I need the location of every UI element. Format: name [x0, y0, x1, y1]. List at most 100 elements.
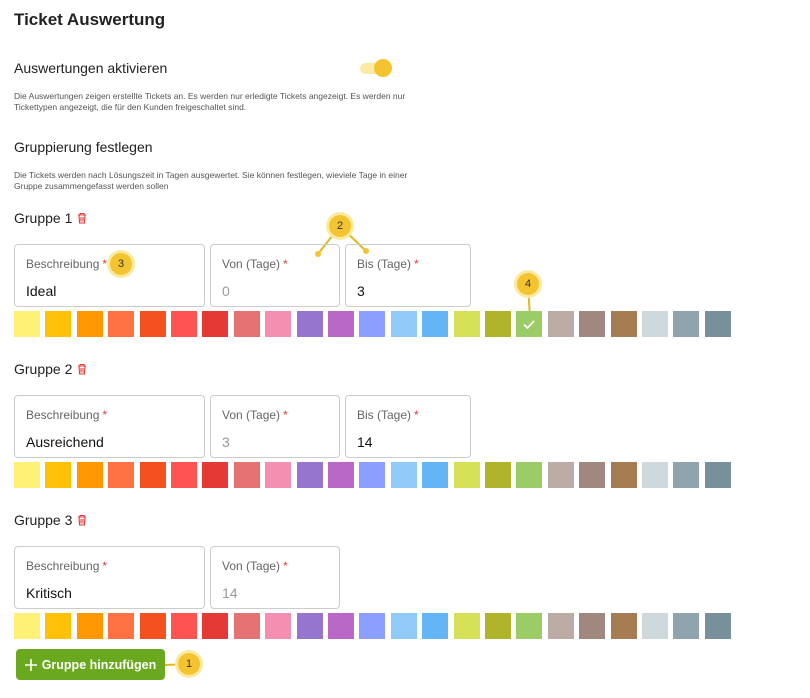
color-swatch[interactable] [610, 311, 637, 337]
color-swatch[interactable] [171, 462, 197, 488]
color-swatch[interactable] [139, 462, 166, 488]
color-swatch[interactable] [359, 311, 386, 337]
color-swatch[interactable] [233, 613, 260, 639]
color-swatch[interactable] [485, 613, 511, 639]
delete-icon[interactable] [77, 363, 87, 375]
field-value: 3 [222, 434, 230, 450]
color-swatch[interactable] [45, 462, 72, 488]
color-swatch[interactable] [704, 462, 731, 488]
color-swatch[interactable] [673, 311, 700, 337]
field-value: Kritisch [26, 585, 72, 601]
field-label: Von (Tage) * [222, 559, 288, 573]
color-swatch[interactable] [610, 613, 637, 639]
color-swatch[interactable] [610, 462, 637, 488]
toggle[interactable] [358, 59, 392, 77]
delete-icon[interactable] [77, 212, 87, 224]
color-swatch[interactable] [265, 311, 292, 337]
color-swatch[interactable] [516, 311, 543, 337]
color-swatch[interactable] [328, 613, 354, 639]
color-swatch[interactable] [422, 311, 449, 337]
input-field[interactable]: Beschreibung * Ideal [14, 244, 205, 307]
color-swatch[interactable] [45, 613, 72, 639]
color-swatch[interactable] [453, 613, 480, 639]
color-swatch[interactable] [547, 311, 574, 337]
input-field[interactable]: Beschreibung * Ausreichend [14, 395, 205, 458]
color-swatch[interactable] [642, 462, 668, 488]
color-swatch[interactable] [233, 462, 260, 488]
color-swatch[interactable] [296, 311, 323, 337]
required-marker: * [102, 257, 108, 271]
field-value: 0 [222, 283, 230, 299]
color-swatch[interactable] [453, 462, 480, 488]
color-swatch[interactable] [453, 311, 480, 337]
button-label: Gruppe hinzufügen [41, 657, 157, 672]
color-swatch[interactable] [265, 613, 292, 639]
color-swatch[interactable] [76, 613, 103, 639]
input-field[interactable]: Von (Tage) * 14 [210, 546, 340, 609]
group-header: Gruppe 1 [14, 210, 87, 226]
color-swatch[interactable] [171, 311, 197, 337]
color-swatch[interactable] [485, 311, 511, 337]
color-swatch[interactable] [76, 311, 103, 337]
color-swatch[interactable] [642, 311, 668, 337]
required-marker: * [283, 408, 288, 422]
required-marker: * [283, 559, 288, 573]
color-swatch[interactable] [108, 311, 135, 337]
color-swatch[interactable] [359, 462, 386, 488]
input-field[interactable]: Von (Tage) * 0 [210, 244, 340, 307]
color-swatch[interactable] [108, 613, 135, 639]
color-swatch[interactable] [359, 613, 386, 639]
color-swatch[interactable] [76, 462, 103, 488]
color-swatch[interactable] [673, 613, 700, 639]
color-swatch[interactable] [328, 311, 354, 337]
color-swatch[interactable] [202, 311, 229, 337]
field-value: 14 [222, 585, 238, 601]
color-swatch[interactable] [516, 462, 543, 488]
color-swatch[interactable] [14, 613, 40, 639]
field-label: Von (Tage) * [222, 257, 288, 271]
color-swatch[interactable] [139, 311, 166, 337]
label-text: Beschreibung [26, 559, 100, 573]
color-swatch[interactable] [202, 462, 229, 488]
color-swatch[interactable] [14, 311, 40, 337]
input-field[interactable]: Von (Tage) * 3 [210, 395, 340, 458]
input-field[interactable]: Beschreibung * Kritisch [14, 546, 205, 609]
callout: 1 [178, 653, 200, 675]
color-swatch[interactable] [579, 613, 606, 639]
color-swatch[interactable] [579, 462, 606, 488]
color-swatch[interactable] [422, 462, 449, 488]
field-label: Bis (Tage) * [357, 408, 419, 422]
color-swatch[interactable] [579, 311, 606, 337]
color-swatch[interactable] [171, 613, 197, 639]
color-swatch[interactable] [516, 613, 543, 639]
color-swatch[interactable] [673, 462, 700, 488]
color-swatch[interactable] [422, 613, 449, 639]
label-text: Von (Tage) [222, 257, 281, 271]
color-swatch[interactable] [704, 613, 731, 639]
color-swatch[interactable] [485, 462, 511, 488]
add-group-button[interactable]: Gruppe hinzufügen [16, 649, 165, 680]
color-swatch[interactable] [390, 462, 417, 488]
color-swatch[interactable] [14, 462, 40, 488]
color-swatch[interactable] [390, 311, 417, 337]
label-text: Von (Tage) [222, 408, 281, 422]
label-text: Von (Tage) [222, 559, 281, 573]
color-swatch[interactable] [265, 462, 292, 488]
color-swatch[interactable] [328, 462, 354, 488]
color-swatch[interactable] [547, 462, 574, 488]
color-swatch[interactable] [296, 613, 323, 639]
color-swatch[interactable] [202, 613, 229, 639]
input-field[interactable]: Bis (Tage) * 14 [345, 395, 471, 458]
color-swatch[interactable] [45, 311, 72, 337]
color-swatch[interactable] [296, 462, 323, 488]
color-swatch[interactable] [704, 311, 731, 337]
color-swatch[interactable] [108, 462, 135, 488]
color-swatch[interactable] [139, 613, 166, 639]
color-swatch[interactable] [390, 613, 417, 639]
group-header: Gruppe 2 [14, 361, 87, 377]
color-swatch[interactable] [233, 311, 260, 337]
input-field[interactable]: Bis (Tage) * 3 [345, 244, 471, 307]
delete-icon[interactable] [77, 514, 87, 526]
color-swatch[interactable] [642, 613, 668, 639]
color-swatch[interactable] [547, 613, 574, 639]
